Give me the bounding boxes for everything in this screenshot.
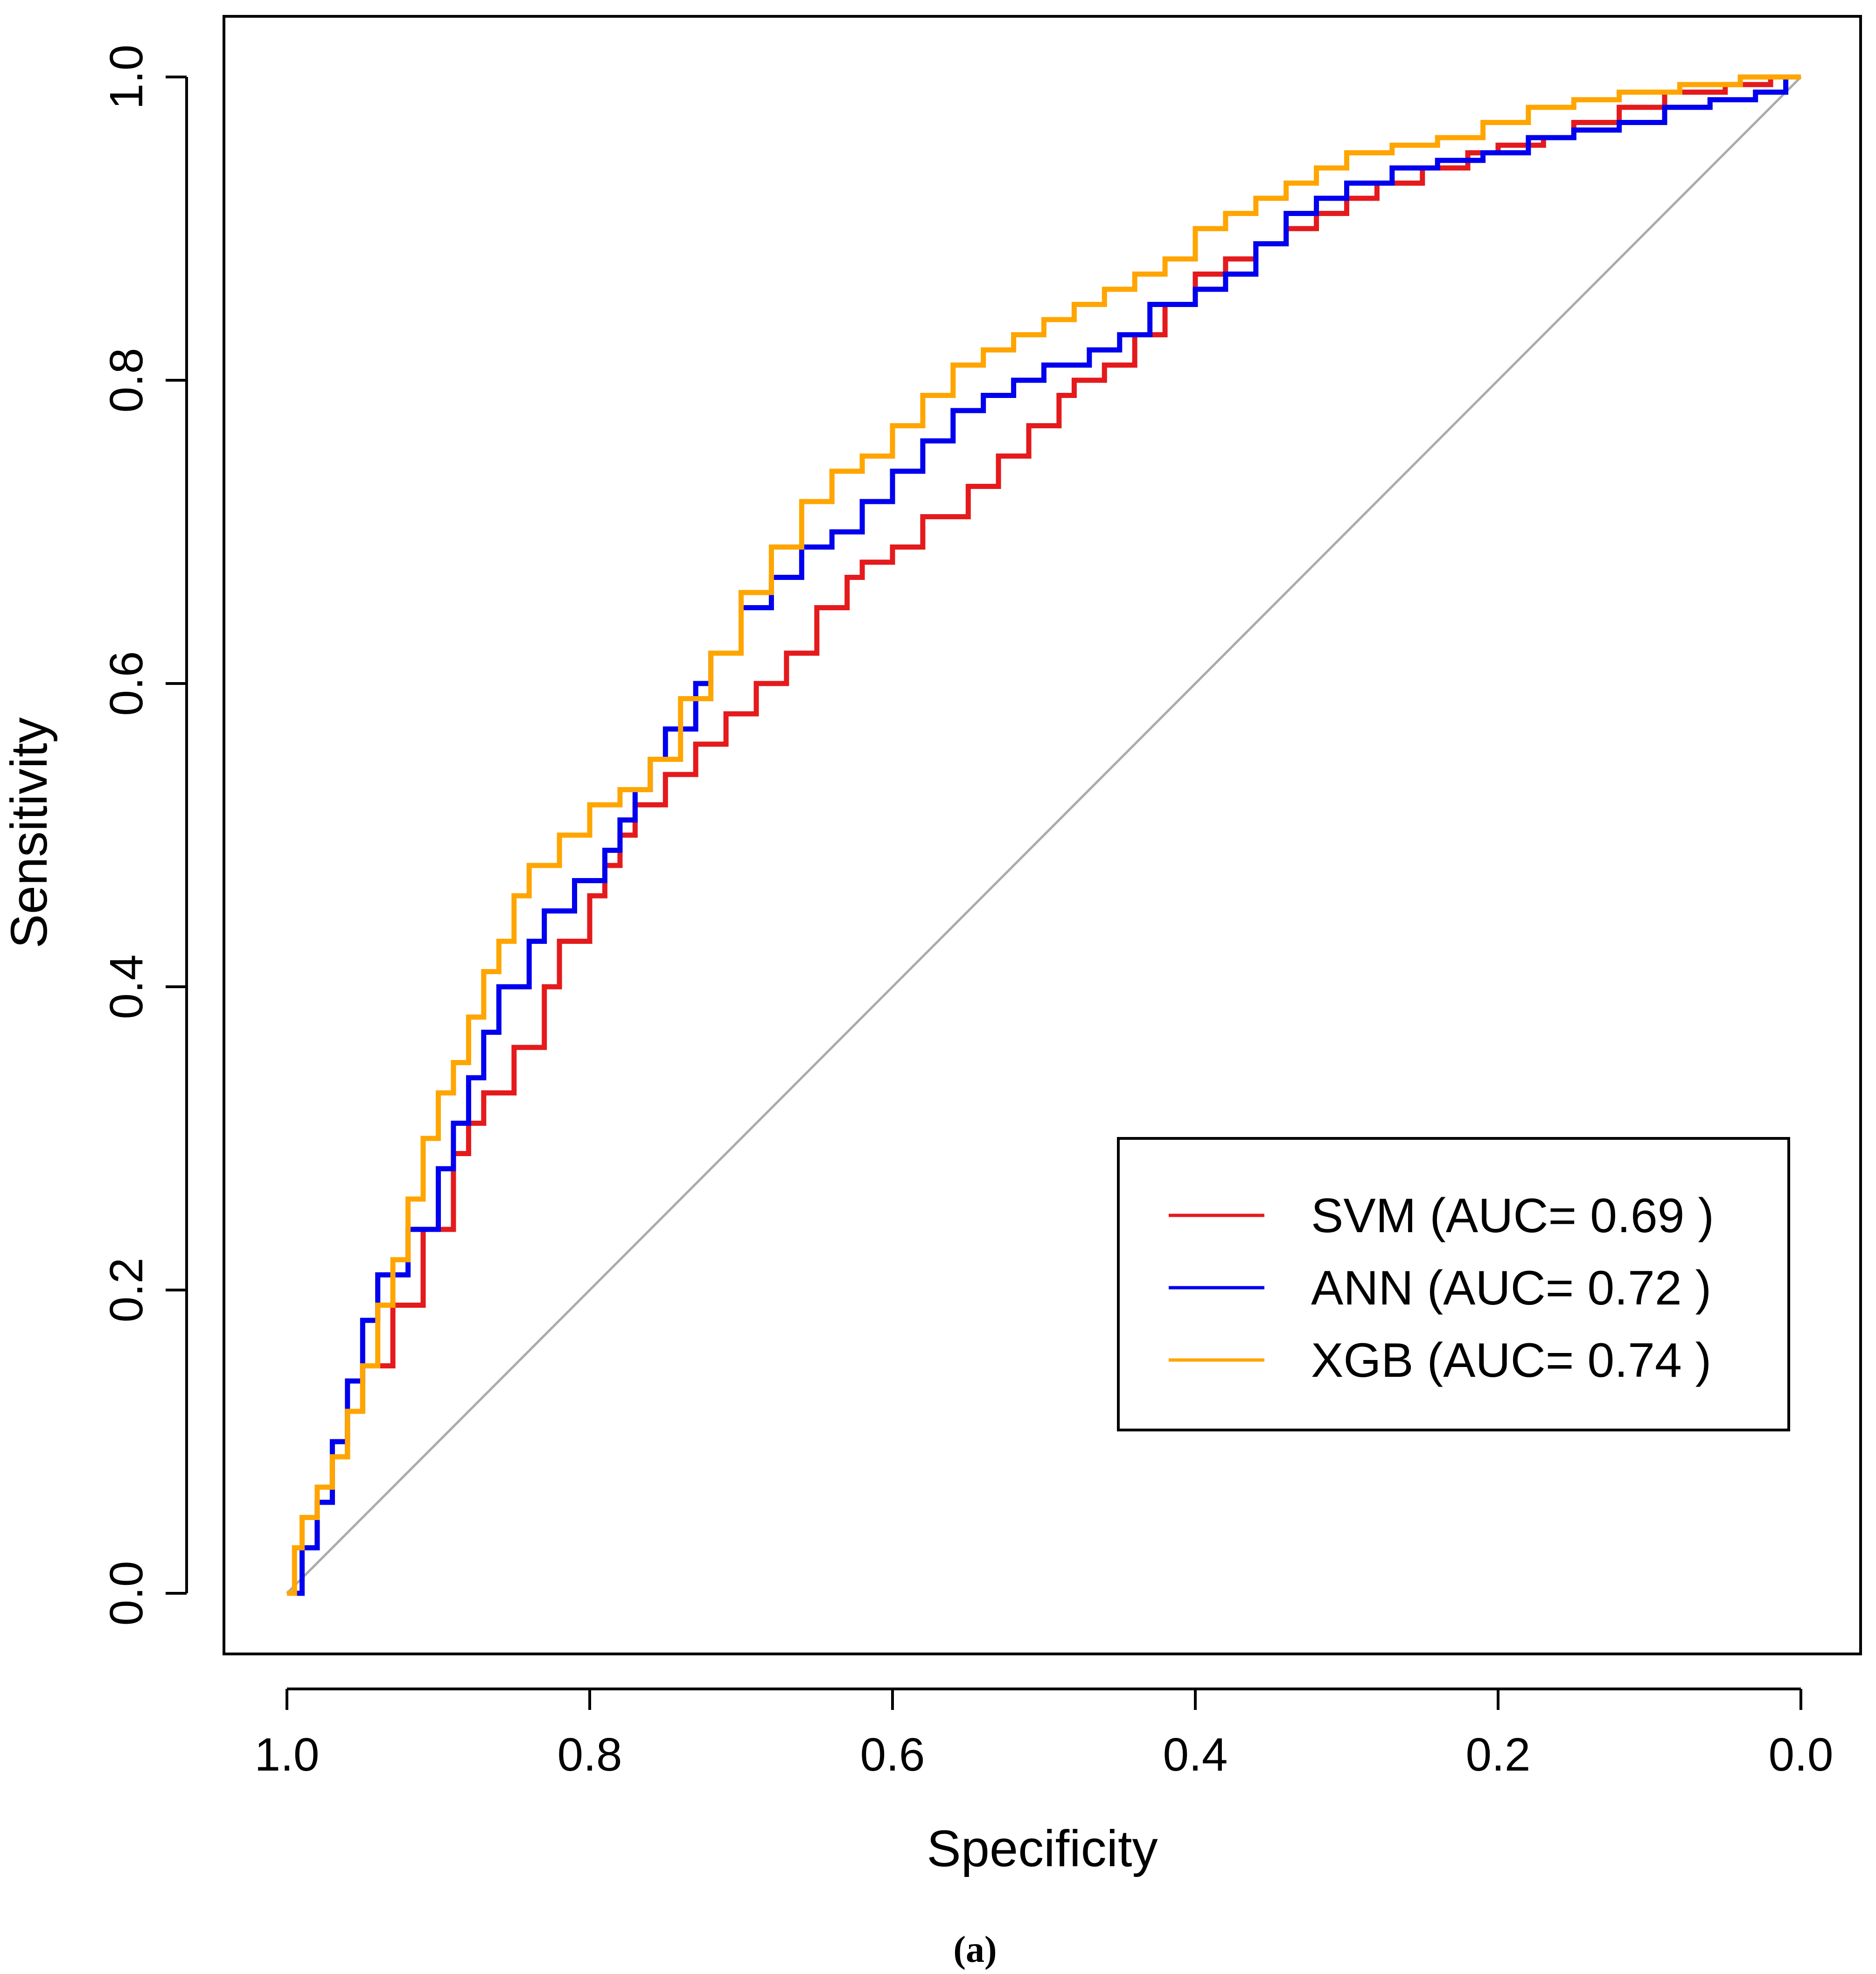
x-tick-label: 1.0 (254, 1729, 319, 1781)
series-line-xgb (287, 74, 1801, 1596)
series-line-ann (287, 74, 1801, 1596)
legend-label-svm: SVM (AUC= 0.69 ) (1311, 1189, 1714, 1243)
y-axis: 0.0 0.2 0.4 0.6 0.8 1.0 Sensitivity (0, 44, 188, 1626)
series-line-svm (287, 74, 1801, 1596)
y-tick-label: 0.8 (100, 348, 153, 412)
x-axis: 1.0 0.8 0.6 0.4 0.2 0.0 Specificity (254, 1688, 1834, 1877)
series-group (287, 74, 1801, 1596)
x-tick-label: 0.8 (557, 1729, 622, 1781)
panel-label: (a) (953, 1929, 997, 1970)
x-tick-label: 0.0 (1768, 1729, 1833, 1781)
y-tick-label: 1.0 (100, 44, 153, 109)
reference-diagonal-line (286, 76, 1802, 1594)
y-tick-label: 0.0 (100, 1561, 153, 1625)
x-tick-label: 0.6 (860, 1729, 925, 1781)
y-axis-title: Sensitivity (0, 717, 58, 948)
x-tick-label: 0.2 (1465, 1729, 1530, 1781)
legend-label-ann: ANN (AUC= 0.72 ) (1311, 1261, 1711, 1315)
legend: SVM (AUC= 0.69 ) ANN (AUC= 0.72 ) XGB (A… (1117, 1137, 1790, 1431)
y-tick-label: 0.2 (100, 1257, 153, 1322)
legend-label-xgb: XGB (AUC= 0.74 ) (1311, 1333, 1711, 1388)
x-tick-label: 0.4 (1163, 1729, 1227, 1781)
y-tick-label: 0.4 (100, 954, 153, 1019)
plot-frame (223, 15, 1862, 1655)
legend-box (1117, 1137, 1790, 1431)
x-axis-title: Specificity (927, 1820, 1158, 1877)
y-tick-label: 0.6 (100, 651, 153, 716)
